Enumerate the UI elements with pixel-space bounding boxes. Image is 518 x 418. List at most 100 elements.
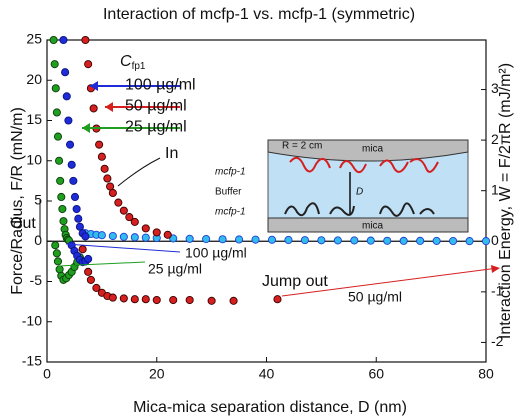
annotation: 25 µg/ml: [148, 261, 202, 277]
data-point: [56, 176, 65, 185]
data-point: [53, 257, 63, 266]
legend-title-sub: fp1: [132, 61, 146, 72]
legend-arrowhead: [105, 102, 113, 112]
data-point: [64, 116, 73, 125]
annotation-arrowhead: [491, 265, 500, 273]
inset-label: D: [356, 187, 363, 198]
legend-label: 100 µg/ml: [125, 77, 196, 94]
data-point: [284, 235, 293, 245]
data-point: [119, 206, 128, 215]
data-point: [185, 295, 194, 305]
data-point: [185, 234, 194, 243]
data-point: [465, 237, 474, 246]
data-point: [267, 235, 277, 244]
y2-axis-label: Interaction Energy, W = F/2πR (mJ/m²): [497, 63, 514, 339]
data-point: [51, 84, 60, 93]
data-point: [49, 35, 58, 45]
data-point: [59, 217, 68, 226]
y2-tick-label: -1: [491, 283, 504, 299]
x-tick-label: 20: [149, 366, 165, 382]
data-point: [125, 213, 134, 222]
data-point: [97, 231, 106, 240]
data-point: [130, 217, 139, 226]
legend-label: 50 µg/ml: [125, 98, 187, 115]
data-point: [92, 283, 101, 292]
data-point: [69, 176, 78, 185]
data-point: [251, 235, 260, 244]
annotation-arrow: [281, 267, 499, 297]
data-point: [169, 234, 178, 243]
data-point: [55, 156, 64, 165]
protein-bottom: [284, 202, 435, 217]
data-point: [235, 235, 244, 244]
annotation: 50 µg/ml: [348, 289, 402, 305]
annotation-arrow: [65, 243, 181, 253]
annotation: 100 µg/ml: [185, 245, 247, 261]
mica-top-shape: [267, 139, 469, 162]
data-point: [67, 160, 76, 169]
y-tick-label: 10: [26, 151, 42, 167]
data-point: [58, 204, 67, 214]
legend-title: Cfp1: [120, 53, 146, 71]
data-point: [84, 254, 93, 264]
data-point: [57, 192, 66, 202]
data-point: [416, 236, 425, 245]
data-point: [333, 236, 342, 245]
data-point: [317, 236, 326, 245]
inset-label: Buffer: [215, 187, 242, 198]
data-point: [163, 230, 172, 239]
data-point: [51, 241, 60, 250]
data-point: [152, 228, 161, 237]
data-point: [78, 245, 87, 254]
legend-label: 25 µg/ml: [125, 119, 187, 136]
data-point: [141, 295, 150, 304]
data-point: [52, 249, 61, 258]
chart-title: Interaction of mcfp-1 vs. mcfp-1 (symmet…: [103, 6, 415, 23]
annotation-arrow: [117, 157, 161, 187]
inset-label: mcfp-1: [215, 207, 246, 218]
annotation: In: [165, 145, 178, 162]
y-tick-label: 0: [34, 232, 42, 248]
data-point: [152, 295, 161, 305]
inset: R = 2 cm mica mcfp-1 Buffer D mcfp-1 mic…: [215, 139, 469, 233]
annotation-arrow: [57, 261, 146, 267]
data-point: [119, 232, 128, 241]
data-point: [202, 234, 211, 244]
y2-tick-label: -2: [491, 333, 504, 349]
x-tick-label: 80: [478, 366, 494, 382]
data-point: [61, 68, 70, 77]
y-tick-label: 5: [34, 192, 42, 208]
data-point: [350, 236, 359, 245]
legend-arrowhead: [90, 81, 98, 91]
protein-top: [289, 156, 439, 174]
legend-title-main: C: [120, 53, 132, 70]
data-point: [89, 104, 98, 113]
data-point: [100, 164, 109, 173]
data-point: [169, 295, 178, 305]
mica-bottom-shape: [267, 217, 469, 233]
data-point: [72, 204, 81, 214]
inset-label: mica: [362, 144, 384, 155]
y-axis-label: Force/Radius, F/R (mN/m): [9, 107, 26, 295]
data-point: [383, 236, 392, 245]
inset-label: R = 2 cm: [282, 141, 322, 152]
data-point: [108, 188, 117, 197]
data-point: [108, 231, 117, 241]
legend-arrowhead: [82, 123, 90, 133]
y-tick-label: 25: [26, 31, 42, 47]
y-tick-label: 20: [26, 71, 42, 87]
data-point: [81, 35, 90, 45]
data-point: [119, 294, 128, 303]
data-point: [65, 140, 75, 149]
data-point: [399, 236, 408, 245]
y-tick-label: -15: [22, 353, 42, 369]
data-point: [141, 224, 150, 233]
data-point: [53, 132, 63, 141]
data-point: [70, 192, 80, 202]
data-point: [86, 275, 95, 284]
data-point: [229, 296, 238, 305]
x-tick-label: 40: [259, 366, 275, 382]
annotation: Out: [10, 215, 36, 232]
data-point: [103, 174, 112, 183]
